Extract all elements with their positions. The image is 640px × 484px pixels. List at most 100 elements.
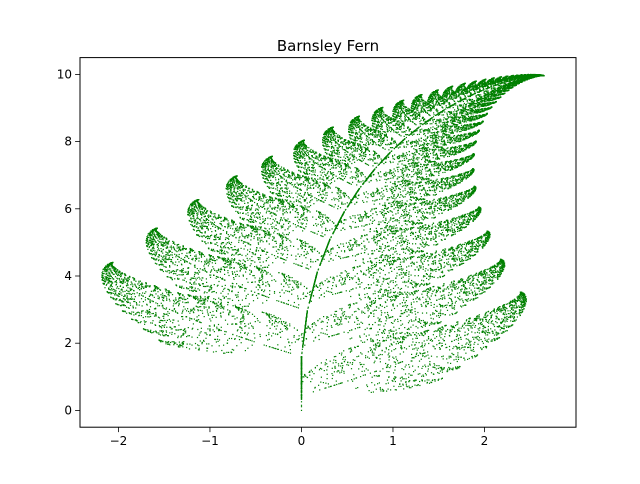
data-point (435, 290, 438, 292)
data-point (281, 242, 283, 244)
data-point (434, 263, 437, 265)
data-point (210, 258, 212, 260)
data-point (471, 117, 473, 120)
data-point (245, 198, 247, 200)
data-point (331, 177, 333, 179)
data-point (280, 199, 282, 201)
data-point (444, 128, 446, 131)
data-point (437, 329, 440, 331)
data-point (296, 190, 298, 192)
data-point (476, 208, 478, 211)
data-point (180, 296, 182, 298)
data-point (452, 166, 454, 168)
data-point (437, 96, 439, 98)
data-point (227, 191, 229, 193)
data-point (385, 125, 388, 127)
data-point (188, 348, 191, 350)
data-point (268, 228, 270, 230)
data-point (397, 210, 399, 212)
data-point (370, 195, 372, 197)
data-point (118, 304, 120, 306)
data-point (376, 180, 378, 182)
data-point (467, 106, 469, 108)
data-point (146, 285, 148, 287)
data-point (169, 258, 171, 260)
data-point (435, 140, 437, 142)
data-point (417, 206, 419, 208)
data-point (410, 252, 412, 254)
data-point (368, 137, 370, 139)
data-point (406, 158, 408, 160)
data-point (453, 200, 455, 202)
data-point (349, 141, 351, 143)
data-point (474, 336, 476, 338)
data-point (442, 285, 444, 287)
data-point (390, 389, 392, 391)
data-point (243, 265, 245, 267)
data-point (491, 270, 493, 272)
data-point (453, 327, 455, 329)
data-point (379, 272, 381, 274)
data-point (242, 317, 244, 319)
data-point (380, 310, 382, 312)
data-point (407, 120, 409, 122)
data-point (430, 208, 432, 210)
data-point (288, 226, 290, 228)
data-point (396, 112, 399, 114)
data-point (348, 241, 350, 244)
data-point (401, 347, 403, 349)
data-point (128, 291, 130, 293)
data-point (305, 245, 307, 247)
data-point (254, 337, 256, 339)
data-point (343, 370, 345, 372)
data-point (460, 110, 462, 112)
data-point (412, 159, 414, 161)
data-point (456, 175, 458, 177)
data-point (160, 326, 162, 328)
data-point (453, 180, 455, 182)
data-point (211, 262, 213, 264)
data-point (381, 115, 383, 117)
data-point (477, 209, 479, 212)
data-point (456, 121, 458, 123)
data-point (424, 129, 426, 131)
data-point (380, 144, 382, 146)
data-point (333, 371, 335, 373)
data-point (400, 245, 402, 247)
data-point (350, 123, 352, 125)
data-point (416, 133, 419, 136)
data-point (319, 189, 321, 191)
data-point (436, 119, 438, 121)
data-point (437, 202, 439, 204)
data-point (353, 267, 356, 269)
data-point (487, 314, 489, 316)
data-point (272, 171, 274, 173)
data-point (283, 279, 285, 281)
data-point (249, 269, 251, 271)
data-point (325, 387, 327, 389)
data-point (304, 166, 306, 168)
data-point (218, 329, 221, 331)
data-point (358, 323, 360, 325)
data-point (344, 356, 346, 358)
data-point (417, 169, 419, 171)
data-point (467, 193, 469, 195)
data-point (194, 221, 196, 223)
data-point (406, 315, 408, 317)
data-point (231, 259, 233, 261)
data-point (330, 236, 332, 239)
data-point (225, 296, 227, 298)
data-point (423, 218, 426, 220)
data-point (390, 336, 392, 338)
data-point (470, 188, 472, 190)
data-point (469, 282, 471, 285)
data-point (456, 194, 458, 197)
data-point (149, 293, 152, 295)
data-point (267, 251, 269, 253)
data-point (394, 170, 396, 172)
data-point (511, 308, 513, 310)
data-point (156, 288, 159, 290)
data-point (230, 225, 232, 227)
data-point (451, 194, 453, 196)
